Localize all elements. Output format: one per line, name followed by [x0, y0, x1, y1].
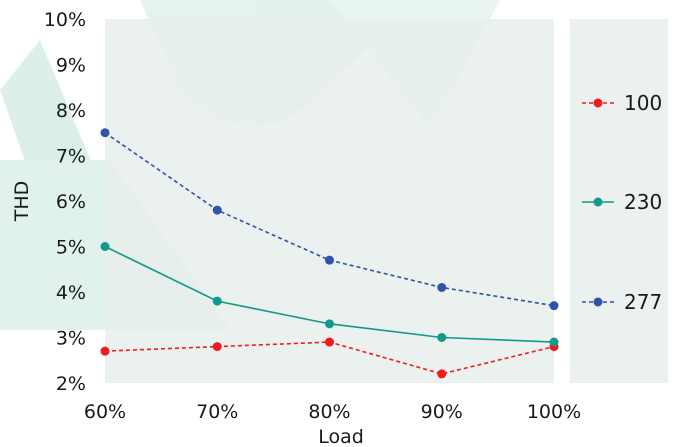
y-tick-label: 2% [56, 373, 86, 395]
data-point [325, 337, 334, 347]
legend-marker [593, 197, 603, 207]
legend-item-230: 230 [582, 190, 662, 214]
legend-label: 277 [624, 290, 662, 314]
y-tick-label: 3% [56, 328, 86, 350]
y-tick-label: 7% [56, 146, 86, 168]
x-tick-label: 90% [421, 401, 463, 423]
legend-box [570, 19, 668, 383]
x-axis-title: Load [318, 426, 364, 447]
data-point [212, 205, 222, 215]
series-230 [100, 242, 559, 347]
y-tick-label: 10% [44, 9, 86, 31]
y-tick-label: 4% [56, 282, 86, 304]
legend-label: 100 [624, 91, 662, 115]
data-point [437, 369, 447, 379]
y-tick-label: 9% [56, 55, 86, 77]
series-layer [100, 128, 559, 379]
data-point [100, 346, 110, 356]
data-point [549, 337, 559, 347]
y-axis: 2% 3% 4% 5% 6% 7% 8% 9% 10% [44, 9, 86, 395]
data-point [212, 342, 222, 352]
x-tick-label: 80% [308, 401, 350, 423]
data-point [100, 242, 110, 251]
plot-area [105, 19, 554, 383]
data-point [212, 296, 222, 306]
data-point [549, 301, 559, 311]
legend-marker [593, 297, 603, 307]
x-tick-label: 70% [196, 401, 238, 423]
data-point [325, 319, 334, 329]
data-point [437, 282, 447, 292]
y-axis-title: THD [11, 181, 33, 223]
x-tick-label: 100% [527, 401, 581, 423]
data-point [325, 255, 334, 265]
legend-label: 230 [624, 190, 662, 214]
legend-item-100: 100 [582, 91, 662, 115]
legend: 100 230 277 [582, 91, 662, 314]
data-point [100, 128, 110, 138]
y-tick-label: 6% [56, 191, 86, 213]
legend-marker [593, 98, 603, 108]
data-point [437, 333, 447, 342]
x-axis: 60% 70% 80% 90% 100% [84, 401, 581, 423]
legend-item-277: 277 [582, 290, 662, 314]
y-tick-label: 8% [56, 100, 86, 122]
x-tick-label: 60% [84, 401, 126, 423]
y-tick-label: 5% [56, 237, 86, 259]
series-277 [100, 128, 559, 311]
